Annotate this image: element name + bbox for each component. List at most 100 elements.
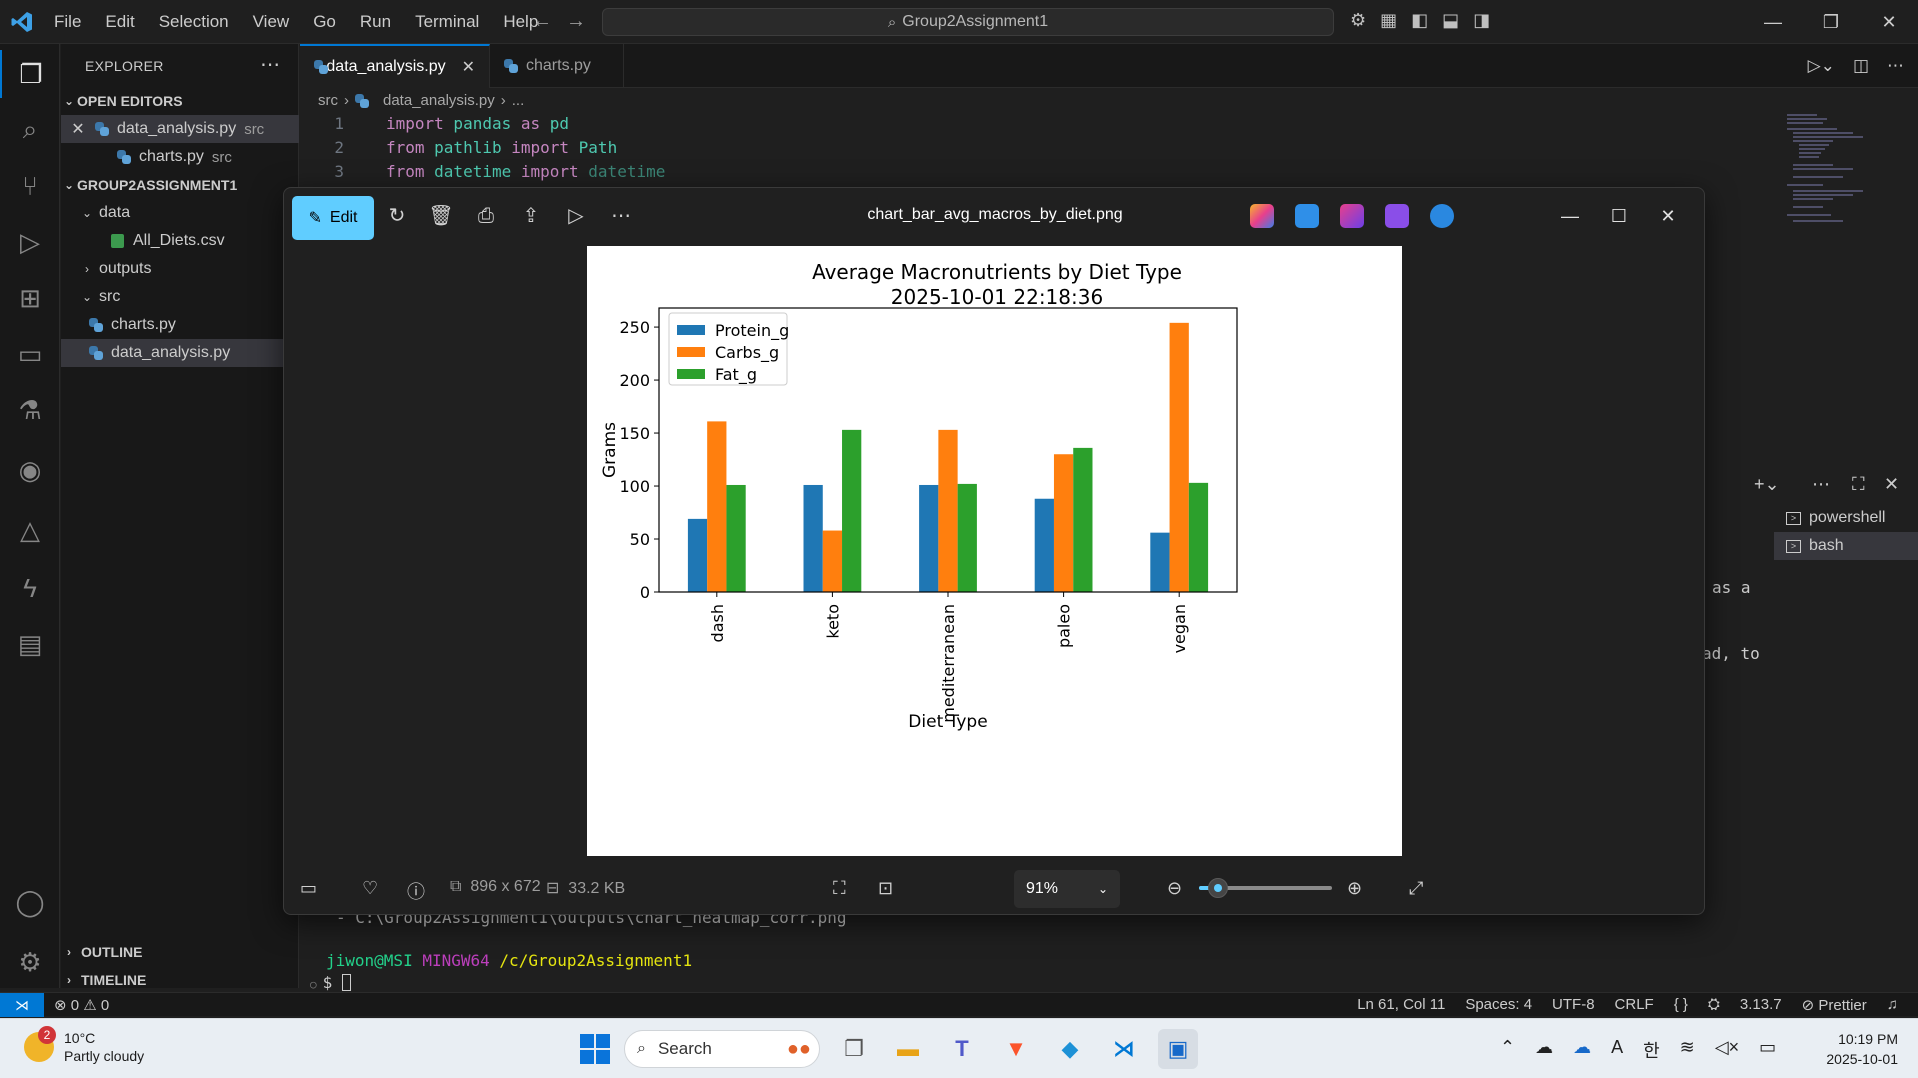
encoding[interactable]: UTF-8 [1552,996,1595,1013]
ime-korean-icon[interactable]: 한 [1643,1041,1660,1061]
windows-start-icon[interactable] [580,1034,610,1064]
breadcrumb-file[interactable]: data_analysis.py [383,92,495,109]
explorer-more-icon[interactable]: ⋯ [260,54,280,76]
weather-widget[interactable]: 2 10°C Partly cloudy [24,1026,144,1065]
video-editor-app-icon[interactable] [1385,204,1409,228]
code-line[interactable]: 3 from datetime import datetime [300,162,665,186]
minimize-icon[interactable]: — [1764,12,1782,32]
taskbar-clock[interactable]: 10:19 PM 2025-10-01 [1826,1029,1898,1069]
viewer-close-icon[interactable]: ✕ [1660,206,1676,226]
prettier-status[interactable]: ⊘ Prettier [1802,996,1867,1014]
explorer-icon[interactable]: ❐ [0,50,60,98]
indentation[interactable]: Spaces: 4 [1465,996,1533,1013]
toggle-secondary-sidebar-icon[interactable]: ◨ [1473,10,1491,30]
run-debug-icon[interactable]: ▷ [20,226,40,257]
close-editor-icon[interactable]: ✕ [71,121,85,138]
zoom-select[interactable]: 91% ⌄ [1014,870,1120,908]
menu-view[interactable]: View [252,12,290,31]
breadcrumb-folder[interactable]: src [318,92,338,109]
viewer-minimize-icon[interactable]: — [1561,206,1579,226]
manage-gear-icon[interactable]: ⚙ [18,946,42,977]
teams-icon[interactable]: T [955,1036,969,1061]
forward-arrow-icon[interactable]: → [566,10,600,32]
menu-selection[interactable]: Selection [158,12,229,31]
photos-taskbar-icon[interactable]: ▣ [1158,1029,1198,1069]
terminal-input-line[interactable]: ○ $ [310,973,351,992]
menu-go[interactable]: Go [313,12,336,31]
code-line[interactable]: 2 from pathlib import Path [300,138,617,162]
battery-icon[interactable]: ▭ [1759,1037,1777,1057]
visual-search-icon[interactable]: ⛶ [833,878,846,898]
share-icon[interactable]: ⇪ [522,205,540,227]
volume-muted-icon[interactable]: ◁× [1714,1037,1740,1057]
slideshow-icon[interactable]: ▷ [568,205,584,227]
zoom-out-icon[interactable]: ⊖ [1167,878,1183,898]
line-ending[interactable]: CRLF [1614,996,1654,1013]
file-explorer-icon[interactable]: ▬ [897,1036,919,1061]
close-window-icon[interactable]: ✕ [1881,12,1897,32]
close-panel-icon[interactable]: ✕ [1884,474,1900,494]
tree-file-data-analysis[interactable]: data_analysis.py [61,339,299,367]
copilot-app-icon[interactable] [1250,204,1274,228]
search-view-icon[interactable]: ⌕ [22,114,38,144]
restore-icon[interactable]: ❐ [1822,12,1840,32]
open-editor-data-analysis[interactable]: ✕ data_analysis.py src [61,115,299,143]
copilot-icon[interactable]: ⚙ [1350,10,1367,30]
edit-button[interactable]: ✎ Edit [292,196,374,240]
extensions-icon[interactable]: ⊞ [19,282,41,313]
favorite-heart-icon[interactable]: ♡ [362,878,379,898]
terminal-tab-powershell[interactable]: > powershell [1774,504,1918,532]
input-indicator-icon[interactable]: A [1611,1037,1624,1057]
breadcrumb-symbol[interactable]: ... [511,92,525,109]
menu-run[interactable]: Run [359,12,392,31]
print-icon[interactable]: ⎙ [478,205,494,227]
toggle-sidebar-icon[interactable]: ◧ [1411,10,1429,30]
editor-more-icon[interactable]: ⋯ [1887,56,1904,75]
accounts-icon[interactable]: ◯ [15,886,45,917]
more-icon[interactable]: ⋯ [611,205,631,227]
azure-icon[interactable]: △ [20,514,40,545]
project-header[interactable]: ⌄ GROUP2ASSIGNMENT1 [61,171,299,199]
containers-icon[interactable]: ▤ [17,628,43,659]
minimap[interactable] [1785,110,1885,250]
tab-charts[interactable]: charts.py [490,44,624,88]
remote-explorer-icon[interactable]: ▭ [17,338,43,369]
menu-help[interactable]: Help [503,12,539,31]
menu-terminal[interactable]: Terminal [415,12,480,31]
open-editors-header[interactable]: ⌄ OPEN EDITORS [61,87,299,115]
maximize-panel-icon[interactable]: ⛶ [1852,474,1865,494]
open-editor-charts[interactable]: charts.py src [61,143,299,171]
cursor-position[interactable]: Ln 61, Col 11 [1357,996,1446,1013]
clipchamp-app-icon[interactable] [1340,204,1364,228]
onedrive-business-icon[interactable]: ☁ [1573,1037,1592,1057]
customize-layout-icon[interactable]: ▦ [1380,10,1398,30]
outline-header[interactable]: › OUTLINE [61,938,299,966]
tree-file-charts[interactable]: charts.py [61,311,299,339]
brave-browser-icon[interactable]: ▼ [1005,1036,1027,1061]
problems-indicator[interactable]: ⊗ 0 ⚠ 0 [54,996,109,1014]
github-icon[interactable]: ◉ [18,454,42,485]
taskbar-search[interactable]: ⌕ Search ●● [624,1030,820,1068]
close-tab-icon[interactable]: ✕ [461,59,475,76]
terminal-tab-bash[interactable]: > bash [1774,532,1918,560]
docker-icon[interactable]: ◆ [1061,1036,1079,1061]
menu-edit[interactable]: Edit [105,12,135,31]
file-info-icon[interactable]: ⓘ [407,882,425,902]
task-view-icon[interactable]: ❐ [844,1036,864,1061]
toggle-panel-icon[interactable]: ⬓ [1442,10,1460,30]
rotate-icon[interactable]: ↻ [388,205,406,227]
command-center-search[interactable]: ⌕ Group2Assignment1 [602,8,1334,36]
scan-text-icon[interactable]: ⊡ [878,878,894,898]
thunder-client-icon[interactable]: ϟ [23,572,37,603]
terminal-more-icon[interactable]: ⋯ [1812,474,1830,494]
tray-overflow-icon[interactable]: ⌃ [1500,1037,1516,1057]
fullscreen-icon[interactable]: ⤢ [1409,878,1424,898]
split-editor-icon[interactable]: ◫ [1852,56,1869,75]
wifi-icon[interactable]: ≋ [1679,1037,1695,1057]
zoom-slider[interactable] [1199,878,1332,898]
new-terminal-icon[interactable]: +⌄ [1754,474,1780,494]
zoom-slider-thumb[interactable] [1207,878,1228,898]
remote-indicator-icon[interactable]: ⋊ [0,993,44,1017]
vscode-taskbar-icon[interactable]: ⋊ [1113,1036,1135,1061]
python-version[interactable]: 3.13.7 [1739,996,1782,1013]
